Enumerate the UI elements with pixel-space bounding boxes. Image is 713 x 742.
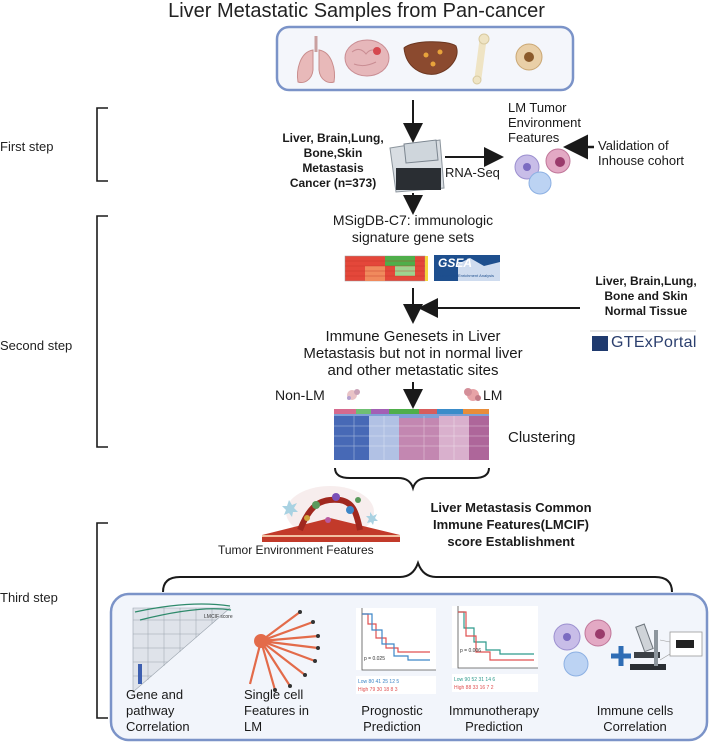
gsea-logo-text: GSEA [438,256,473,270]
panel-caption-immunotherapy: Immunotherapy Prediction [448,703,540,734]
cohort-description: Liver, Brain,Lung, Bone,Skin Metastasis … [282,131,384,190]
panel-caption-immune-cells: Immune cells Correlation [596,703,674,734]
first-step-bracket [96,107,108,182]
tumor-environment-label: Tumor Environment Features [218,543,374,557]
single-cell-star-plot [248,610,320,692]
bone-icon [472,33,490,85]
immunotherapy-km-plot: p = 0.006 Low 90 52 31 14 6 High 88 33 1… [452,606,538,692]
immune-cells-microscope [553,619,703,677]
second-step-bracket [96,215,108,448]
sequencer-icon [389,139,445,193]
lmcif-label: Liver Metastasis Common Immune Features(… [430,500,592,549]
immune-cells-icon [514,148,571,195]
gtex-logo-text: GTExPortal [611,334,697,351]
lungs-icon [297,36,335,83]
tumor-environment-icon [262,486,400,542]
lm-tumor-features-label: LM Tumor Environment Features [508,100,581,145]
lm-label: LM [483,387,503,403]
svg-text:Low 80 41 25 12 5: Low 80 41 25 12 5 [358,679,399,685]
liver-icon [403,41,458,75]
second-step-label: Second step [0,338,73,353]
third-step-label: Third step [0,590,58,605]
diagram-title: Liver Metastatic Samples from Pan-cancer [168,0,545,22]
clustering-heatmap [334,409,489,460]
panel-caption-prognostic: Prognostic Prediction [361,703,423,734]
msigdb-label: MSigDB-C7: immunologic signature gene se… [332,212,494,245]
svg-text:p = 0.006: p = 0.006 [460,648,481,654]
msigdb-heatmap [344,255,428,282]
third-step-brace [162,560,673,593]
svg-text:High 79 30 18 8 3: High 79 30 18 8 3 [358,687,398,693]
svg-text:p = 0.025: p = 0.025 [364,656,385,662]
brain-icon [344,39,390,77]
svg-text:Low 90 52 31 14 6: Low 90 52 31 14 6 [454,677,495,683]
correlation-triangle-plot: LMCIF score [132,603,233,693]
heatmap-brace [334,467,490,492]
svg-text:LMCIF score: LMCIF score [204,614,233,620]
clustering-label: Clustering [508,429,576,446]
non-lm-label: Non-LM [275,387,325,403]
first-step-label: First step [0,139,54,154]
rnaseq-label: RNA-Seq [445,165,500,180]
normal-tissue-label: Liver, Brain,Lung, Bone and Skin Normal … [595,274,697,318]
svg-text:High 88 33 16 7 2: High 88 33 16 7 2 [454,685,494,691]
panel-caption-single-cell: Single cell Features in LM [244,687,310,734]
non-lm-cells [347,389,360,400]
skin-icon [515,43,543,71]
gtex-logo [592,336,608,351]
prognostic-km-plot: p = 0.025 Low 80 41 25 12 5 High 79 30 1… [356,608,436,694]
lm-cells [464,388,481,401]
validation-label: Validation of Inhouse cohort [598,138,685,168]
gsea-logo-subtitle: Gene Set Enrichment Analysis [440,273,495,278]
panel-caption-gene-pathway: Gene and pathway Correlation [126,687,190,734]
immune-genesets-label: Immune Genesets in Liver Metastasis but … [303,328,523,379]
third-step-bracket [96,522,108,719]
